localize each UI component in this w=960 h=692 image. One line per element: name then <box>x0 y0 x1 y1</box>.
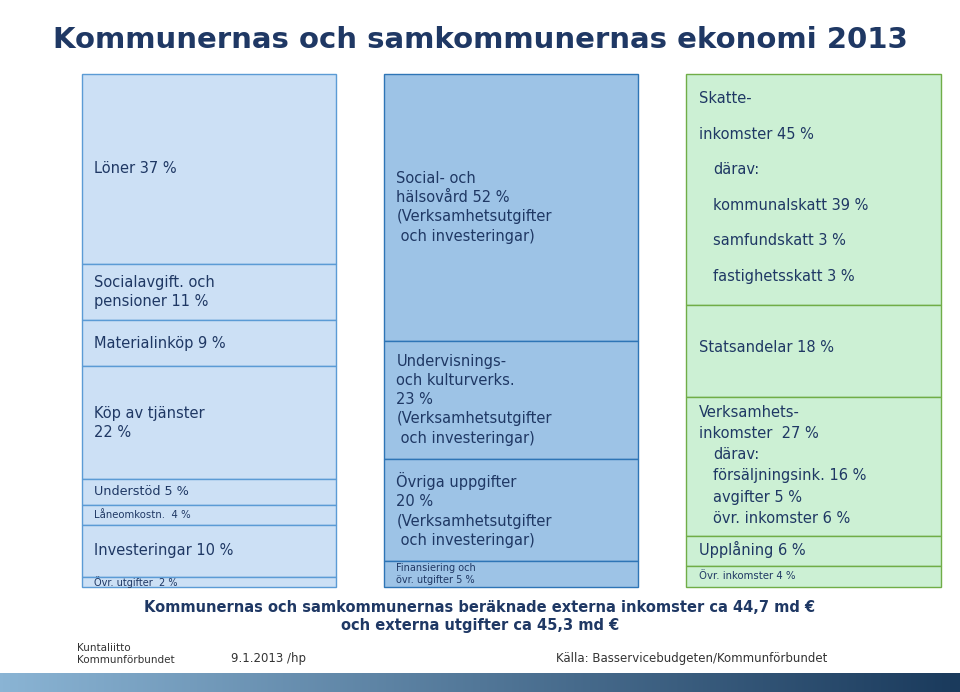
Text: Kuntaliitto
Kommunförbundet: Kuntaliitto Kommunförbundet <box>77 643 175 665</box>
Text: inkomster 45 %: inkomster 45 % <box>699 127 814 142</box>
Text: försäljningsink. 16 %: försäljningsink. 16 % <box>713 468 867 484</box>
Text: och externa utgifter ca 45,3 md €: och externa utgifter ca 45,3 md € <box>341 618 619 633</box>
Text: Övr. inkomster 4 %: Övr. inkomster 4 % <box>699 571 796 581</box>
Text: Källa: Basservicebudgeten/Kommunförbundet: Källa: Basservicebudgeten/Kommunförbunde… <box>556 653 827 665</box>
Text: Verksamhets-: Verksamhets- <box>699 405 800 419</box>
Text: kommunalskatt 39 %: kommunalskatt 39 % <box>713 198 869 213</box>
Text: Socialavgift. och
pensioner 11 %: Socialavgift. och pensioner 11 % <box>94 275 215 309</box>
Text: Löner 37 %: Löner 37 % <box>94 161 177 176</box>
Text: Kommunernas och samkommunernas beräknade externa inkomster ca 44,7 md €: Kommunernas och samkommunernas beräknade… <box>144 600 816 615</box>
Text: därav:: därav: <box>713 447 759 462</box>
Text: Undervisnings-
och kulturverks.
23 %
(Verksamhetsutgifter
 och investeringar): Undervisnings- och kulturverks. 23 % (Ve… <box>396 354 552 446</box>
Text: 9.1.2013 /hp: 9.1.2013 /hp <box>231 653 306 665</box>
Text: Finansiering och
övr. utgifter 5 %: Finansiering och övr. utgifter 5 % <box>396 563 476 585</box>
Text: Kommunernas och samkommunernas ekonomi 2013: Kommunernas och samkommunernas ekonomi 2… <box>53 26 907 53</box>
Text: avgifter 5 %: avgifter 5 % <box>713 490 803 504</box>
Text: Skatte-: Skatte- <box>699 91 752 107</box>
Text: därav:: därav: <box>713 163 759 177</box>
Text: inkomster  27 %: inkomster 27 % <box>699 426 819 441</box>
Text: Upplåning 6 %: Upplåning 6 % <box>699 541 805 558</box>
Text: Övr. utgifter  2 %: Övr. utgifter 2 % <box>94 576 178 588</box>
Text: samfundskatt 3 %: samfundskatt 3 % <box>713 233 846 248</box>
Text: Statsandelar 18 %: Statsandelar 18 % <box>699 340 834 356</box>
Text: Investeringar 10 %: Investeringar 10 % <box>94 543 233 558</box>
Text: övr. inkomster 6 %: övr. inkomster 6 % <box>713 511 851 526</box>
Text: fastighetsskatt 3 %: fastighetsskatt 3 % <box>713 269 855 284</box>
Text: Materialinköp 9 %: Materialinköp 9 % <box>94 336 226 351</box>
Text: Låneomkostn.  4 %: Låneomkostn. 4 % <box>94 510 191 520</box>
Text: Köp av tjänster
22 %: Köp av tjänster 22 % <box>94 406 204 440</box>
Text: Övriga uppgifter
20 %
(Verksamhetsutgifter
 och investeringar): Övriga uppgifter 20 % (Verksamhetsutgift… <box>396 472 552 547</box>
Text: Social- och
hälsovård 52 %
(Verksamhetsutgifter
 och investeringar): Social- och hälsovård 52 % (Verksamhetsu… <box>396 171 552 244</box>
Text: Understöd 5 %: Understöd 5 % <box>94 486 189 498</box>
